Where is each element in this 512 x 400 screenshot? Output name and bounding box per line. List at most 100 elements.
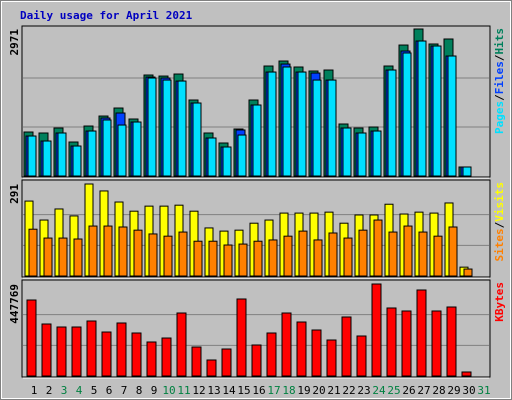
x-tick-label: 11 [177,384,190,397]
legend: Pages/Files/Hits [493,28,506,134]
bar [327,79,337,177]
bar [388,231,398,277]
bar [387,69,397,177]
bar [26,299,37,377]
bar [386,307,397,377]
bar [268,239,278,277]
x-tick-label: 6 [106,384,113,397]
bar [116,322,127,377]
bar [222,146,232,177]
bar [357,132,367,177]
bar [298,230,308,277]
x-tick-label: 23 [357,384,370,397]
bar [101,331,112,377]
legend-entry: Files [493,61,506,94]
bar [417,40,427,177]
bar [223,244,233,277]
bar [401,310,412,377]
x-tick-label: 26 [402,384,415,397]
bar [102,119,112,177]
x-tick-label: 3 [61,384,68,397]
bar [461,371,472,377]
y-tick-label: 291 [8,184,21,204]
bar [131,332,142,377]
x-tick-label: 25 [387,384,400,397]
bar [192,102,202,177]
legend-entry: Hits [493,28,506,55]
bar [87,130,97,177]
bar [296,321,307,377]
legend: Sites/Visits [493,182,506,262]
x-tick-label: 20 [312,384,325,397]
x-tick-label: 29 [447,384,460,397]
bar [343,237,353,277]
bar [312,79,322,177]
bar [72,145,82,177]
bar [403,225,413,277]
bar [118,226,128,277]
bar [238,243,248,277]
bar [163,235,173,277]
bar [326,339,337,377]
x-tick-label: 4 [76,384,83,397]
bar [73,238,83,277]
bar [418,231,428,277]
legend-entry: Sites [493,228,506,261]
bar [281,312,292,377]
x-tick-label: 31 [477,384,490,397]
x-tick-label: 7 [121,384,128,397]
bar [371,283,382,377]
bar [448,226,458,277]
x-tick-label: 2 [46,384,53,397]
x-tick-label: 9 [151,384,158,397]
bar [358,229,368,277]
x-tick-label: 10 [162,384,175,397]
x-tick-label: 5 [91,384,98,397]
bar [176,312,187,377]
x-tick-label: 16 [252,384,265,397]
bar [146,341,157,377]
bar [221,348,232,377]
bar [193,240,203,277]
bar [236,298,247,377]
bar [252,104,262,177]
x-tick-label: 27 [417,384,430,397]
legend-separator: / [493,94,506,101]
bar [161,337,172,377]
bar [133,229,143,277]
bar [208,240,218,277]
bar [117,124,127,177]
x-tick-label: 22 [342,384,355,397]
bar [297,71,307,177]
bar [282,66,292,177]
bar [41,323,52,377]
bar [162,79,172,177]
bar [178,231,188,277]
legend-separator: / [493,54,506,61]
bar [283,235,293,277]
x-tick-label: 21 [327,384,340,397]
bar [103,225,113,277]
legend-entry: Pages [493,101,506,134]
x-tick-label: 18 [282,384,295,397]
bar [88,225,98,277]
legend-separator: / [493,221,506,228]
x-tick-label: 13 [207,384,220,397]
x-tick-label: 17 [267,384,280,397]
bar [446,306,457,377]
bar [27,135,37,177]
x-tick-label: 1 [31,384,38,397]
y-tick-label: 447769 [8,284,21,324]
bar [28,228,38,277]
bar [206,359,217,377]
bar [43,237,53,277]
bar [432,45,442,177]
legend-entry: Visits [493,182,506,222]
bar [266,332,277,377]
bar [237,134,247,177]
bar [328,232,338,277]
bar [356,335,367,377]
bar [57,132,67,177]
